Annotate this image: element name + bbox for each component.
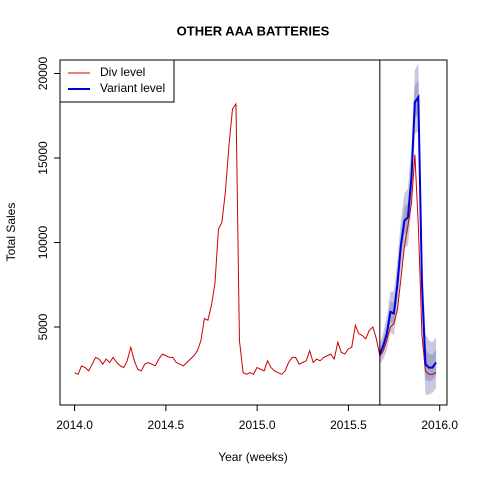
x-tick-label: 2015.5	[330, 418, 367, 432]
y-tick-label: 15000	[36, 141, 50, 175]
x-axis-label: Year (weeks)	[218, 450, 288, 464]
legend-label: Variant level	[100, 81, 165, 95]
y-tick-label: 10000	[36, 226, 50, 260]
y-tick-label: 20000	[36, 57, 50, 91]
legend-label: Div level	[100, 65, 145, 79]
x-tick-label: 2014.0	[56, 418, 93, 432]
plot-frame	[59, 59, 448, 406]
x-tick-label: 2016.0	[421, 418, 458, 432]
series-line	[378, 94, 437, 369]
chart-title: OTHER AAA BATTERIES	[177, 23, 330, 38]
series-line	[74, 102, 437, 376]
y-tick-label: 5000	[36, 313, 50, 340]
x-tick-label: 2014.5	[148, 418, 185, 432]
y-axis-label: Total Sales	[4, 203, 18, 262]
legend-box	[59, 59, 175, 103]
x-tick-label: 2015.0	[239, 418, 276, 432]
